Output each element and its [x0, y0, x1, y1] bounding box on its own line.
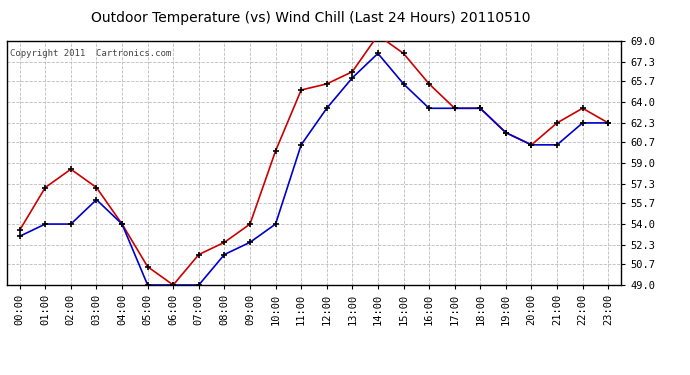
Text: Outdoor Temperature (vs) Wind Chill (Last 24 Hours) 20110510: Outdoor Temperature (vs) Wind Chill (Las… — [91, 11, 530, 25]
Text: Copyright 2011  Cartronics.com: Copyright 2011 Cartronics.com — [10, 49, 171, 58]
